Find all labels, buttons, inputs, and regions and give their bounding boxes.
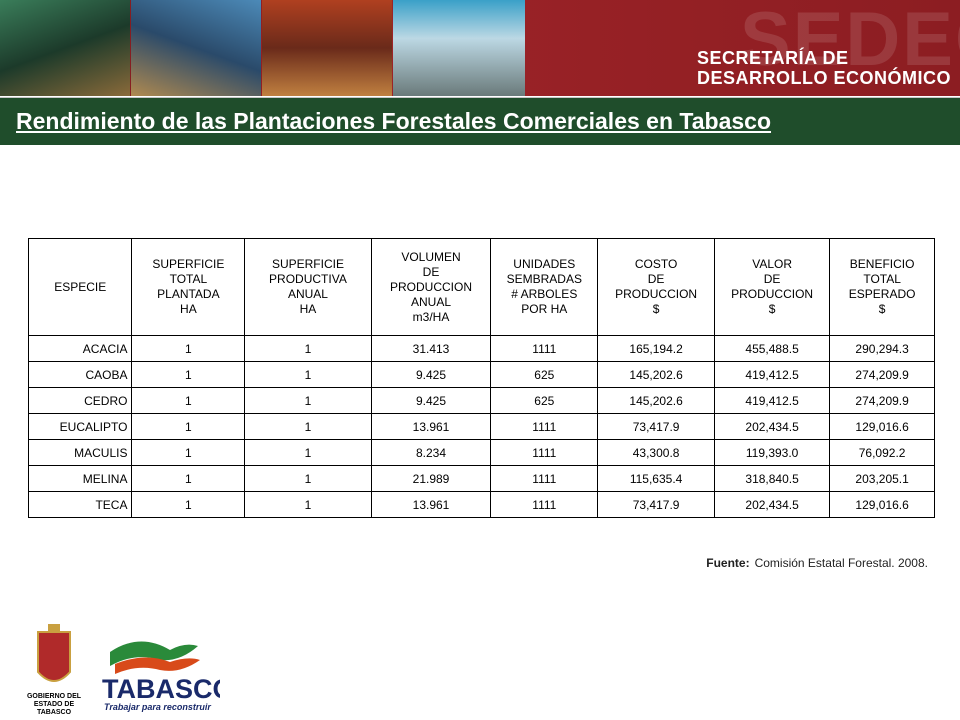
table-cell: CAOBA (27, 361, 133, 388)
column-header: UNIDADES SEMBRADAS # ARBOLES POR HA (490, 238, 599, 336)
crown (48, 624, 60, 632)
table-cell: 203,205.1 (829, 465, 935, 492)
table-cell: 202,434.5 (713, 491, 831, 518)
table-cell: 1 (244, 361, 372, 388)
column-header: VALOR DE PRODUCCION $ (713, 238, 831, 336)
table-cell: ACACIA (27, 335, 133, 362)
table-row: MELINA 1 1 21.989 1111 115,635.4 318,840.5 203,… (27, 465, 935, 492)
column-header: VOLUMEN DE PRODUCCION ANUAL m3/HA (370, 238, 492, 336)
table-row: EUCALIPTO 1 1 13.961 1111 73,417.9 202,434.5 12… (27, 413, 935, 440)
brand: TABASCO (102, 674, 220, 704)
table-cell: 13.961 (370, 413, 492, 440)
table-cell: 145,202.6 (597, 361, 715, 388)
title-bar: Rendimiento de las Plantaciones Forestal… (0, 97, 960, 145)
table-cell: 1 (131, 491, 246, 518)
column-header: ESPECIE (27, 238, 133, 336)
table-cell: 31.413 (370, 335, 492, 362)
column-header: BENEFICIO TOTAL ESPERADO $ (829, 238, 935, 336)
table-cell: 1111 (490, 439, 599, 466)
column-header: SUPERFICIE PRODUCTIVA ANUAL HA (244, 238, 372, 336)
table-cell: 318,840.5 (713, 465, 831, 492)
table-cell: 9.425 (370, 387, 492, 414)
state-text: GOBIERNO DEL (27, 693, 82, 700)
table-cell: 73,417.9 (597, 413, 715, 440)
slogan: Trabajar para reconstruir (104, 702, 211, 712)
wave (115, 657, 200, 674)
table-cell: 119,393.0 (713, 439, 831, 466)
table-cell: 9.425 (370, 361, 492, 388)
table-cell: 1 (131, 361, 246, 388)
table-cell: 1 (244, 387, 372, 414)
table-row: CEDRO 1 1 9.425 625 145,202.6 419,412.5 274,209… (27, 387, 935, 414)
table-cell: 73,417.9 (597, 491, 715, 518)
table-cell: 202,434.5 (713, 413, 831, 440)
wave (110, 641, 198, 666)
watermark: SEDECO (740, 0, 960, 82)
table-cell: 115,635.4 (597, 465, 715, 492)
table-row: CAOBA 1 1 9.425 625 145,202.6 419,412.5 274,209… (27, 361, 935, 388)
table-cell: 274,209.9 (829, 387, 935, 414)
table-cell: 1 (244, 335, 372, 362)
header-line: DESARROLLO ECONÓMICO (697, 68, 952, 88)
table-cell: 1 (244, 413, 372, 440)
table-row: ACACIA 1 1 31.413 1111 165,194.2 455,488.5 290,… (27, 335, 935, 362)
table-cell: EUCALIPTO (27, 413, 133, 440)
column-header: SUPERFICIE TOTAL PLANTADA HA (131, 238, 246, 336)
table: ESPECIE SUPERFICIE TOTAL PLANTADA HA SUPER… (27, 238, 935, 518)
table-cell: 1 (131, 465, 246, 492)
table-cell: 455,488.5 (713, 335, 831, 362)
table-cell: 419,412.5 (713, 387, 831, 414)
header-row: ESPECIE SUPERFICIE TOTAL PLANTADA HA SUPER… (27, 238, 935, 336)
table-cell: 129,016.6 (829, 491, 935, 518)
table-cell: 1 (244, 491, 372, 518)
photo (393, 0, 525, 96)
table-cell: MELINA (27, 465, 133, 492)
table-cell: 1111 (490, 465, 599, 492)
table-cell: 145,202.6 (597, 387, 715, 414)
banner: SEDECO SECRETARÍA DE DESARROLLO ECONÓMIC… (0, 0, 960, 96)
table-cell: 129,016.6 (829, 413, 935, 440)
table-cell: 13.961 (370, 491, 492, 518)
table-cell: CEDRO (27, 387, 133, 414)
table-cell: TECA (27, 491, 133, 518)
crest (37, 631, 71, 682)
source-label: Fuente: (706, 556, 750, 570)
table-cell: 274,209.9 (829, 361, 935, 388)
table-cell: 21.989 (370, 465, 492, 492)
table-cell: 1 (244, 465, 372, 492)
table-cell: 1 (131, 439, 246, 466)
table-cell: 1111 (490, 413, 599, 440)
table-cell: 419,412.5 (713, 361, 831, 388)
table-cell: 1111 (490, 491, 599, 518)
table-cell: 625 (490, 387, 599, 414)
source-text: Comisión Estatal Forestal. 2008. (754, 556, 928, 570)
table-cell: 1 (131, 387, 246, 414)
table-cell: 1 (131, 335, 246, 362)
table-cell: 43,300.8 (597, 439, 715, 466)
state-text: TABASCO (37, 709, 72, 716)
table-cell: 1 (131, 413, 246, 440)
table-cell: 1111 (490, 335, 599, 362)
table-row: MACULIS 1 1 8.234 1111 43,300.8 119,393.0 76,09… (27, 439, 935, 466)
source: Fuente: Comisión Estatal Forestal. 2008. (706, 556, 928, 570)
table-cell: 290,294.3 (829, 335, 935, 362)
column-header: COSTO DE PRODUCCION $ (597, 238, 715, 336)
table-row: TECA 1 1 13.961 1111 73,417.9 202,434.5 129,016… (27, 491, 935, 518)
table-cell: 1 (244, 439, 372, 466)
table-cell: 76,092.2 (829, 439, 935, 466)
photo (0, 0, 130, 96)
table-cell: 165,194.2 (597, 335, 715, 362)
table-cell: MACULIS (27, 439, 133, 466)
logos: GOBIERNO DEL ESTADO DE TABASCO TABASCO T… (27, 624, 220, 716)
header-line: SECRETARÍA DE (697, 48, 849, 68)
table-cell: 8.234 (370, 439, 492, 466)
photo (131, 0, 261, 96)
state-text: ESTADO DE (34, 701, 75, 708)
table-cell: 625 (490, 361, 599, 388)
photo (262, 0, 392, 96)
title: Rendimiento de las Plantaciones Forestal… (16, 108, 772, 134)
